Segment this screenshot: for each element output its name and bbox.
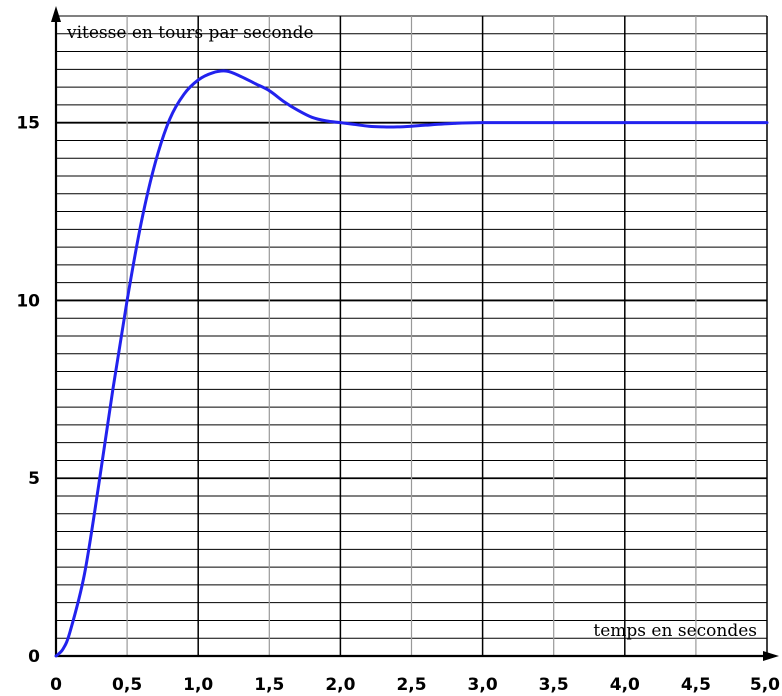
- x-tick-label: 3,0: [468, 675, 498, 695]
- y-tick-label: 0: [28, 647, 40, 667]
- grid: [55, 15, 768, 657]
- x-tick-label: 0: [50, 675, 62, 695]
- axes: [51, 6, 779, 661]
- y-axis-arrow: [51, 6, 61, 22]
- x-axis-label: temps en secondes: [593, 621, 757, 641]
- x-axis-arrow: [763, 651, 779, 661]
- series-line-0: [54, 69, 769, 658]
- x-tick-label: 2,0: [325, 675, 355, 695]
- y-tick-label: 10: [16, 291, 40, 311]
- y-tick-label: 15: [16, 114, 40, 134]
- x-tick-label: 1,5: [254, 675, 284, 695]
- y-tick-label: 5: [28, 469, 40, 489]
- x-tick-label: 0,5: [112, 675, 142, 695]
- x-tick-label: 3,5: [539, 675, 569, 695]
- x-tick-label: 5,0: [750, 675, 780, 695]
- y-axis-label: vitesse en tours par seconde: [66, 23, 314, 43]
- x-tick-label: 2,5: [396, 675, 426, 695]
- x-tick-label: 4,5: [681, 675, 711, 695]
- x-tick-label: 4,0: [610, 675, 640, 695]
- tick-labels: 0 0,5 1,0 1,5 2,0 2,5 3,0 3,5 4,0 4,5 5,0 0 5 10 15: [16, 114, 780, 695]
- x-tick-label: 1,0: [183, 675, 213, 695]
- series-layer: [54, 69, 769, 658]
